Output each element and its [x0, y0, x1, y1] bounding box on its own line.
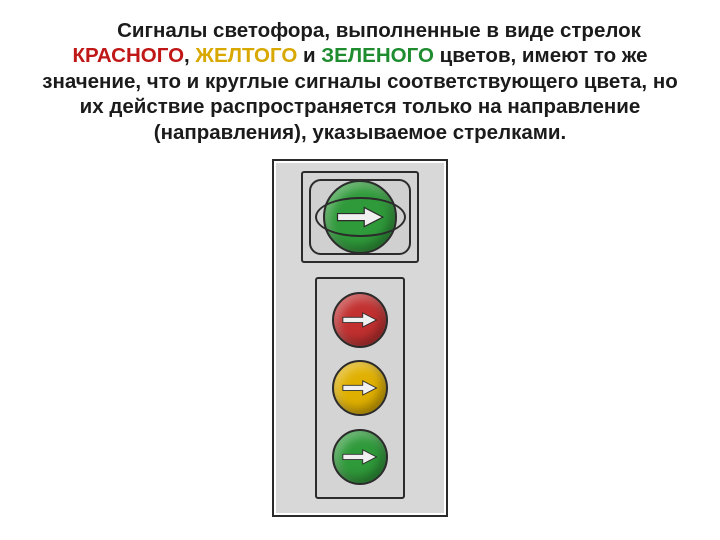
arrow-right-icon — [341, 308, 378, 332]
text-segment-2: , — [184, 44, 195, 67]
description-paragraph: Сигналы светофора, выполненные в виде ст… — [28, 18, 692, 145]
top-lens-panel — [301, 171, 419, 263]
arrow-right-icon — [335, 201, 385, 233]
arrow-right-icon — [341, 376, 378, 400]
traffic-light-figure — [272, 159, 448, 517]
lens-green — [332, 429, 388, 485]
text-segment-1: Сигналы светофора, выполненные в виде ст… — [117, 19, 641, 42]
lens-red — [332, 292, 388, 348]
arrow-right-icon — [341, 445, 378, 469]
text-segment-3: и — [297, 44, 321, 67]
lens-yellow — [332, 360, 388, 416]
word-red: КРАСНОГО — [72, 44, 184, 67]
page: Сигналы светофора, выполненные в виде ст… — [0, 0, 720, 540]
figure-container — [28, 159, 692, 517]
word-green: ЗЕЛЕНОГО — [321, 44, 434, 67]
bottom-lens-panel — [315, 277, 405, 499]
lens-green — [323, 180, 397, 254]
word-yellow: ЖЕЛТОГО — [195, 44, 297, 67]
